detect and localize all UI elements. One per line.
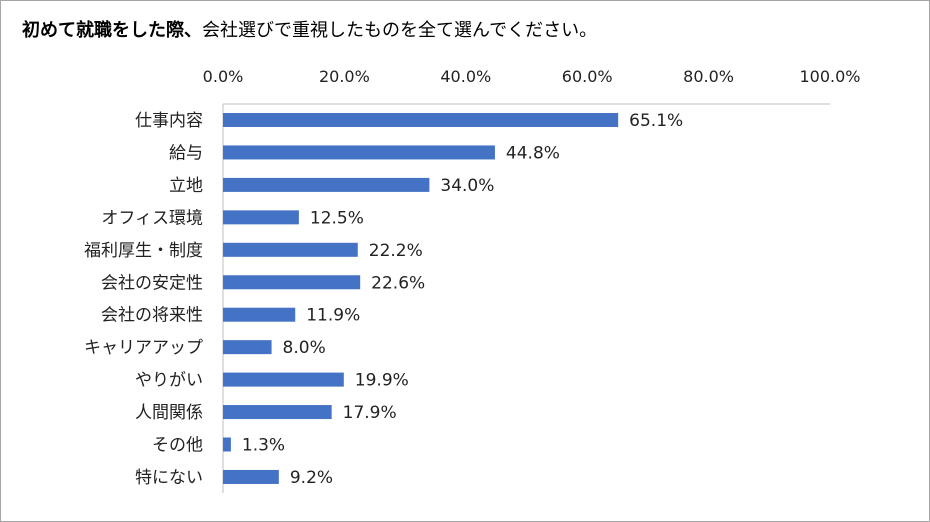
data-label: 22.6% <box>371 273 425 293</box>
x-tick-label: 20.0% <box>319 67 370 86</box>
category-label: その他 <box>152 436 203 456</box>
bar <box>223 340 272 355</box>
bar <box>223 469 279 484</box>
bar <box>223 113 619 127</box>
data-label: 8.0% <box>283 338 326 358</box>
data-label: 44.8% <box>506 143 560 163</box>
data-label: 9.2% <box>290 468 333 488</box>
category-label: やりがい <box>135 371 203 391</box>
chart-title: 初めて就職をした際、会社選びで重視したものを全て選んでください。 <box>22 16 597 42</box>
bar <box>223 372 344 387</box>
bar <box>223 437 231 452</box>
bar <box>223 275 361 290</box>
data-label: 1.3% <box>242 436 285 456</box>
category-label: 福利厚生・制度 <box>84 241 203 261</box>
category-label: 会社の将来性 <box>101 306 203 326</box>
bar <box>223 242 358 257</box>
bar <box>223 307 296 322</box>
bar <box>223 405 332 420</box>
data-label: 11.9% <box>306 306 360 326</box>
x-tick-label: 40.0% <box>440 67 491 86</box>
data-label: 22.2% <box>369 241 423 261</box>
category-label: 立地 <box>169 176 203 196</box>
category-label: 仕事内容 <box>135 111 203 131</box>
chart-title-bold: 初めて就職をした際、 <box>22 20 202 41</box>
category-label: 会社の安定性 <box>101 273 203 293</box>
x-tick-label: 80.0% <box>683 67 734 86</box>
bar <box>223 210 299 225</box>
x-tick-label: 100.0% <box>799 67 860 86</box>
category-label: 特にない <box>135 468 203 488</box>
data-label: 17.9% <box>343 403 397 423</box>
bar <box>223 177 430 192</box>
bar <box>223 145 495 160</box>
data-label: 65.1% <box>629 111 683 131</box>
category-label: 人間関係 <box>135 403 203 423</box>
x-tick-label: 60.0% <box>562 67 613 86</box>
chart-title-rest: 会社選びで重視したものを全て選んでください。 <box>202 20 598 41</box>
data-label: 19.9% <box>355 371 409 391</box>
data-label: 34.0% <box>440 176 494 196</box>
category-label: キャリアアップ <box>84 338 203 358</box>
x-tick-label: 0.0% <box>203 67 244 86</box>
category-label: オフィス環境 <box>101 208 203 228</box>
category-label: 給与 <box>169 143 203 163</box>
data-label: 12.5% <box>310 208 364 228</box>
